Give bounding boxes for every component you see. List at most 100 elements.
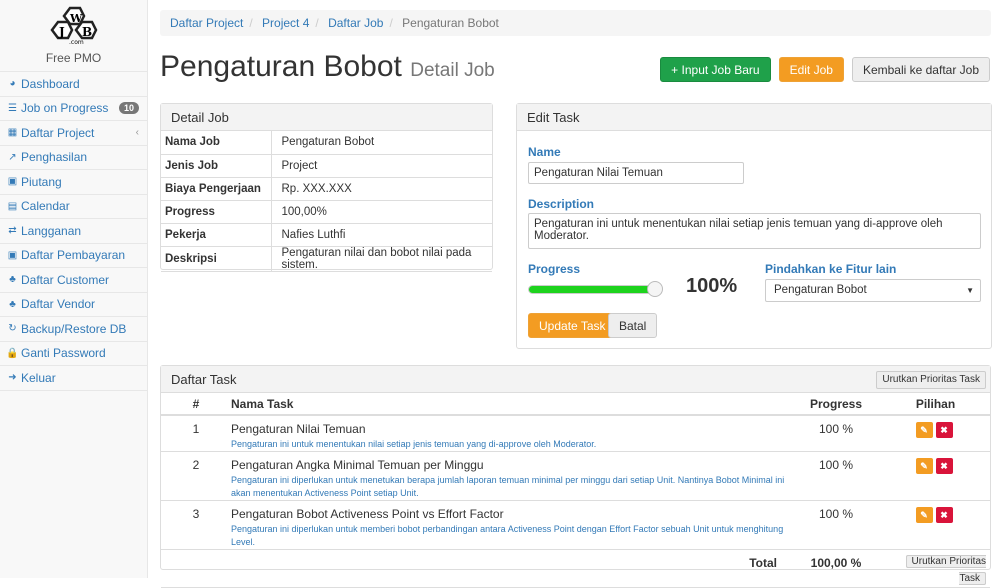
detail-value: Pengaturan Bobot (271, 131, 492, 155)
sort-priority-button-bottom[interactable]: Urutkan Prioritas Task (905, 555, 986, 585)
svg-text:J: J (58, 25, 65, 39)
sidebar-item-daftar-project[interactable]: ▦ Daftar Project ‹ (0, 121, 147, 146)
detail-row: Biaya Pengerjaan Rp. XXX.XXX (161, 177, 492, 201)
edit-job-button[interactable]: Edit Job (778, 57, 844, 82)
task-description: Pengaturan ini diperlukan untuk memberi … (231, 524, 784, 547)
sidebar-item-piutang[interactable]: ▣ Piutang (0, 170, 147, 195)
sidebar-item-label: Daftar Pembayaran (21, 248, 126, 263)
calendar-icon: ▤ (7, 200, 18, 212)
progress-slider[interactable] (528, 281, 663, 297)
sidebar-item-penghasilan[interactable]: ↗ Penghasilan (0, 146, 147, 170)
delete-icon[interactable]: ✖ (935, 422, 953, 438)
sidebar-item-daftar-pembayaran[interactable]: ▣ Daftar Pembayaran (0, 244, 147, 268)
move-feature-select[interactable]: Pengaturan Bobot ▼ (765, 279, 981, 302)
refresh-icon: ↻ (8, 323, 17, 335)
money-icon: ▣ (7, 249, 18, 261)
table-icon: ▦ (7, 127, 18, 139)
sidebar-item-calendar[interactable]: ▤ Calendar (0, 195, 147, 219)
delete-icon[interactable]: ✖ (935, 507, 953, 523)
detail-key: Deskripsi (161, 246, 272, 272)
caret-down-icon: ▼ (966, 286, 974, 295)
total-label: Total (231, 549, 791, 588)
dashboard-icon: ◕ (9, 78, 16, 90)
page-title: Pengaturan Bobot Detail Job (160, 50, 495, 84)
breadcrumb-project[interactable]: Project 4 (262, 16, 310, 30)
detail-row: Deskripsi Pengaturan nilai dan bobot nila… (161, 246, 492, 272)
breadcrumb-daftar-job[interactable]: Daftar Job (328, 16, 384, 30)
edit-icon[interactable]: ✎ (915, 458, 933, 474)
detail-key: Progress (161, 200, 272, 224)
task-progress: 100 % (791, 451, 881, 501)
progress-label: Progress (528, 262, 581, 276)
name-label: Name (528, 145, 561, 159)
page-subtitle: Detail Job (410, 60, 495, 81)
count-badge: 10 (118, 102, 139, 115)
move-feature-label: Pindahkan ke Fitur lain (765, 262, 897, 276)
description-textarea[interactable]: Pengaturan ini untuk menentukan nilai se… (528, 213, 981, 249)
update-task-button[interactable]: Update Task (528, 313, 617, 338)
sidebar-item-job-on-progress[interactable]: ☰ Job on Progress 10 (0, 97, 147, 121)
input-job-baru-button[interactable]: + Input Job Baru (660, 57, 771, 82)
task-number: 1 (161, 415, 231, 452)
sidebar-item-label: Keluar (21, 370, 56, 385)
sidebar-item-label: Piutang (21, 174, 62, 189)
sidebar-item-dashboard[interactable]: ◕ Dashboard (0, 72, 147, 97)
edit-icon[interactable]: ✎ (915, 422, 933, 438)
lock-icon: 🔒 (6, 347, 19, 359)
money-icon: ▣ (7, 176, 18, 188)
detail-key: Nama Job (161, 131, 272, 155)
sidebar-item-label: Daftar Project (21, 125, 95, 140)
detail-value: Rp. XXX.XXX (271, 177, 492, 201)
task-name: Pengaturan Bobot Activeness Point vs Eff… (231, 507, 504, 521)
detail-key: Biaya Pengerjaan (161, 177, 272, 201)
logo[interactable]: J W B .com Free PMO (0, 0, 147, 72)
progress-slider-handle[interactable] (647, 281, 663, 297)
task-description: Pengaturan ini diperlukan untuk menetuka… (231, 475, 785, 498)
task-progress: 100 % (791, 415, 881, 452)
page-title-text: Pengaturan Bobot (160, 50, 402, 83)
sidebar-item-keluar[interactable]: ➜ Keluar (0, 366, 147, 391)
sidebar-item-backup-restore-db[interactable]: ↻ Backup/Restore DB (0, 317, 147, 342)
progress-slider-fill (529, 286, 657, 293)
table-row: 1 Pengaturan Nilai Temuan Pengaturan ini … (161, 415, 990, 452)
chevron-left-icon[interactable]: ‹ (135, 127, 139, 139)
jwb-logo-icon: J W B .com (49, 6, 97, 46)
col-actions: Pilihan (881, 393, 990, 416)
col-number: # (161, 393, 231, 416)
sidebar-item-label: Backup/Restore DB (21, 321, 127, 336)
sidebar-item-label: Daftar Vendor (21, 297, 96, 312)
task-list-panel: Daftar Task Urutkan Prioritas Task # Nam… (160, 365, 991, 588)
edit-icon[interactable]: ✎ (915, 507, 933, 523)
sidebar-item-label: Job on Progress (21, 101, 109, 116)
panel-title: Edit Task (517, 104, 991, 131)
progress-value: 100% (686, 275, 738, 297)
breadcrumb: Daftar Project / Project 4/ Daftar Job / P… (160, 10, 991, 36)
sidebar-item-daftar-customer[interactable]: ♣ Daftar Customer (0, 268, 147, 293)
task-number: 2 (161, 451, 231, 501)
sidebar-item-daftar-vendor[interactable]: ♣ Daftar Vendor (0, 293, 147, 317)
detail-value: Nafies Luthfi (271, 223, 492, 247)
retweet-icon: ⇄ (8, 225, 17, 237)
detail-row: Pekerja Nafies Luthfi (161, 223, 492, 247)
description-label: Description (528, 197, 595, 211)
delete-icon[interactable]: ✖ (935, 458, 953, 474)
total-row: Total 100,00 % Urutkan Prioritas Task (161, 549, 990, 588)
sidebar-item-langganan[interactable]: ⇄ Langganan (0, 219, 147, 244)
panel-title: Daftar Task (171, 372, 237, 387)
back-to-jobs-button[interactable]: Kembali ke daftar Job (851, 57, 990, 82)
sidebar-item-label: Langganan (21, 223, 82, 238)
cancel-button[interactable]: Batal (608, 313, 658, 338)
users-icon: ♣ (9, 298, 16, 310)
task-description: Pengaturan ini untuk menentukan nilai se… (231, 439, 597, 449)
detail-key: Jenis Job (161, 154, 272, 178)
detail-row: Jenis Job Project (161, 154, 492, 178)
users-icon: ♣ (9, 274, 16, 286)
detail-value: 100,00% (271, 200, 492, 224)
sort-priority-button[interactable]: Urutkan Prioritas Task (876, 371, 986, 389)
breadcrumb-daftar-project[interactable]: Daftar Project (170, 16, 244, 30)
detail-key: Pekerja (161, 223, 272, 247)
table-row: 2 Pengaturan Angka Minimal Temuan per Mi… (161, 451, 990, 501)
task-name-input[interactable]: Pengaturan Nilai Temuan (528, 162, 744, 184)
col-task-name: Nama Task (231, 393, 791, 416)
sidebar-item-ganti-password[interactable]: 🔒 Ganti Password (0, 342, 147, 366)
